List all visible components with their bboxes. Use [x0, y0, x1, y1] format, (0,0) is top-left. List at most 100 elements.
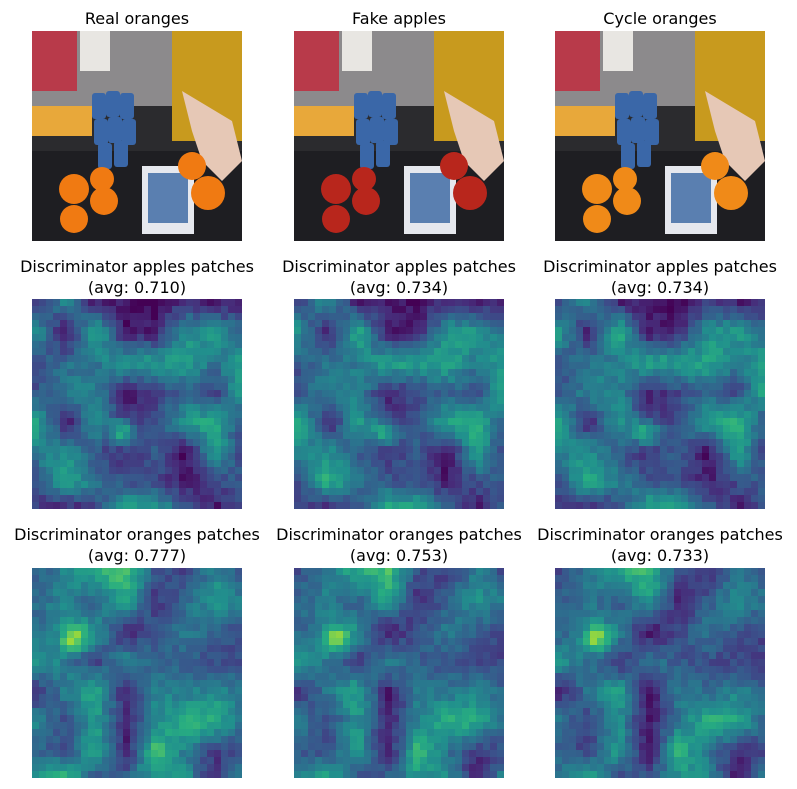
heatmap-cell — [420, 708, 428, 716]
heatmap-cell — [193, 673, 201, 681]
heatmap-cell — [441, 453, 449, 461]
heatmap-cell — [469, 299, 477, 307]
heatmap-cell — [235, 617, 242, 625]
heatmap-cell — [604, 617, 612, 625]
heatmap-cell — [413, 327, 421, 335]
heatmap-cell — [193, 603, 201, 611]
heatmap-cell — [179, 575, 187, 583]
heatmap-cell — [469, 708, 477, 716]
heatmap-cell — [385, 575, 393, 583]
heatmap-cell — [179, 708, 187, 716]
heatmap-cell — [660, 467, 668, 475]
heatmap-cell — [32, 736, 40, 744]
heatmap-cell — [632, 638, 640, 646]
heatmap-cell — [53, 582, 61, 590]
heatmap-cell — [301, 481, 309, 489]
heatmap-cell — [329, 589, 337, 597]
heatmap-cell — [109, 680, 117, 688]
heatmap-cell — [165, 390, 173, 398]
heatmap-cell — [385, 624, 393, 632]
heatmap-cell — [583, 341, 591, 349]
heatmap-cell — [67, 446, 75, 454]
heatmap-cell — [137, 474, 145, 482]
heatmap-cell — [109, 610, 117, 618]
heatmap-cell — [681, 467, 689, 475]
heatmap-cell — [448, 771, 456, 778]
heatmap-cell — [130, 432, 138, 440]
heatmap-cell — [434, 757, 442, 765]
heatmap-cell — [562, 306, 570, 314]
heatmap-cell — [476, 666, 484, 674]
heatmap-cell — [336, 736, 344, 744]
heatmap-cell — [667, 376, 675, 384]
heatmap-cell — [448, 715, 456, 723]
heatmap-cell — [469, 495, 477, 503]
heatmap-cell — [207, 425, 215, 433]
heatmap-cell — [441, 701, 449, 709]
heatmap-cell — [455, 701, 463, 709]
heatmap-cell — [186, 708, 194, 716]
heatmap-cell — [364, 673, 372, 681]
heatmap-cell — [158, 673, 166, 681]
heatmap-cell — [569, 397, 577, 405]
heatmap-cell — [151, 474, 159, 482]
heatmap-cell — [67, 750, 75, 758]
heatmap-cell — [315, 589, 323, 597]
heatmap-cell — [158, 488, 166, 496]
heatmap-cell — [392, 617, 400, 625]
heatmap-cell — [406, 617, 414, 625]
heatmap-cell — [625, 320, 633, 328]
heatmap-cell — [702, 502, 710, 509]
heatmap-cell — [730, 397, 738, 405]
heatmap-cell — [364, 390, 372, 398]
heatmap-cell — [308, 502, 316, 509]
heatmap-cell — [455, 638, 463, 646]
heatmap-cell — [329, 575, 337, 583]
heatmap-cell — [88, 722, 96, 730]
heatmap-cell — [123, 348, 131, 356]
heatmap-cell — [53, 771, 61, 778]
heatmap-cell — [193, 729, 201, 737]
heatmap-cell — [406, 687, 414, 695]
heatmap-cell — [235, 488, 242, 496]
heatmap-cell — [81, 376, 89, 384]
heatmap-cell — [371, 397, 379, 405]
heatmap-cell — [378, 736, 386, 744]
heatmap-cell — [32, 743, 40, 751]
heatmap-cell — [737, 502, 745, 509]
heatmap-cell — [39, 397, 47, 405]
heatmap-cell — [723, 453, 731, 461]
heatmap-cell — [378, 638, 386, 646]
heatmap-cell — [357, 467, 365, 475]
heatmap-cell — [392, 299, 400, 307]
heatmap-cell — [228, 708, 236, 716]
heatmap-cell — [116, 299, 124, 307]
heatmap-cell — [399, 432, 407, 440]
heatmap-cell — [165, 453, 173, 461]
heatmap-cell — [434, 467, 442, 475]
heatmap-cell — [476, 701, 484, 709]
heatmap-cell — [294, 327, 302, 335]
heatmap-cell — [235, 582, 242, 590]
heatmap-cell — [53, 488, 61, 496]
heatmap-cell — [455, 369, 463, 377]
heatmap-cell — [427, 425, 435, 433]
heatmap-cell — [88, 348, 96, 356]
heatmap-cell — [172, 596, 180, 604]
heatmap-cell — [200, 460, 208, 468]
heatmap-cell — [357, 306, 365, 314]
heatmap-cell — [329, 736, 337, 744]
heatmap-cell — [695, 362, 703, 370]
heatmap-cell — [420, 645, 428, 653]
heatmap-cell — [611, 631, 619, 639]
heatmap-cell — [137, 736, 145, 744]
heatmap-cell — [723, 568, 731, 576]
heatmap-cell — [329, 369, 337, 377]
heatmap-cell — [555, 568, 563, 576]
heatmap-cell — [39, 764, 47, 772]
heatmap-cell — [427, 582, 435, 590]
heatmap-cell — [221, 299, 229, 307]
heatmap-cell — [88, 334, 96, 342]
heatmap-cell — [462, 589, 470, 597]
heatmap-cell — [322, 334, 330, 342]
